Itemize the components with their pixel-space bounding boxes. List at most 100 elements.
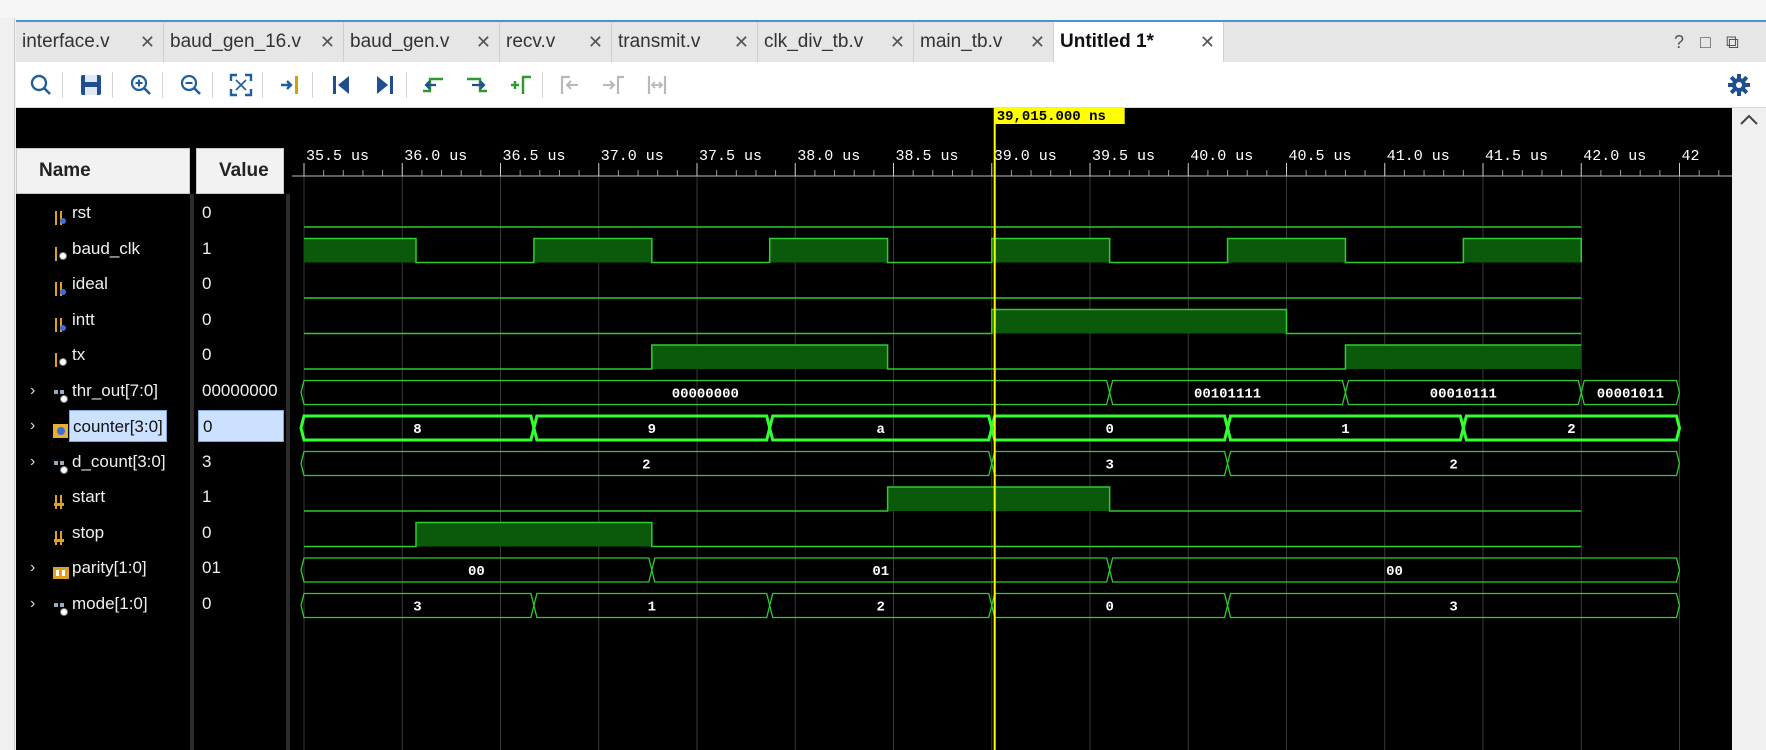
close-icon[interactable]: ✕ xyxy=(733,32,749,52)
signal-name[interactable]: counter[3:0] xyxy=(69,410,167,442)
time-tick-label: 37.5 us xyxy=(699,148,762,165)
next-marker-icon[interactable] xyxy=(600,72,626,98)
detach-icon[interactable]: ⧉ xyxy=(1726,32,1739,52)
bus-value-label: 8 xyxy=(413,422,421,438)
save-icon[interactable] xyxy=(78,72,104,98)
time-tick-label: 38.0 us xyxy=(797,148,860,165)
value-column-header[interactable]: Value xyxy=(196,148,284,194)
signal-name[interactable]: thr_out[7:0] xyxy=(72,380,159,400)
zoom-in-icon[interactable] xyxy=(128,72,154,98)
bit-waveform xyxy=(304,521,1582,548)
tab-baud-gen-16[interactable]: baud_gen_16.v ✕ xyxy=(164,22,344,62)
toolbar-separator xyxy=(162,72,163,98)
bus-value-label: 2 xyxy=(1567,422,1575,438)
bit-high-fill xyxy=(887,487,1110,511)
bus-output-icon xyxy=(52,596,70,628)
bus-value-label: 00001011 xyxy=(1597,387,1664,403)
expand-chevron-icon[interactable]: › xyxy=(30,594,36,612)
signal-value: 1 xyxy=(202,238,212,258)
go-to-time-0-icon[interactable] xyxy=(328,72,354,98)
tab-interface[interactable]: interface.v ✕ xyxy=(16,22,164,62)
tab-clk-div-tb[interactable]: clk_div_tb.v ✕ xyxy=(758,22,914,62)
swap-cursors-icon[interactable] xyxy=(644,72,670,98)
close-icon[interactable]: ✕ xyxy=(889,32,905,52)
bit-high-fill xyxy=(304,238,417,263)
toolbar-separator xyxy=(262,72,263,98)
expand-chevron-icon[interactable]: › xyxy=(30,381,36,399)
toolbar-separator xyxy=(212,72,213,98)
time-tick-label: 41.5 us xyxy=(1485,148,1548,165)
signal-name[interactable]: parity[1:0] xyxy=(72,558,147,577)
go-to-last-time-icon[interactable] xyxy=(372,72,398,98)
expand-chevron-icon[interactable]: › xyxy=(30,452,36,470)
signal-name[interactable]: d_count[3:0] xyxy=(72,451,166,471)
restore-icon[interactable]: □ xyxy=(1700,32,1711,52)
signal-name[interactable]: tx xyxy=(72,345,86,364)
signal-value: 0 xyxy=(202,593,212,613)
tab-main-tb[interactable]: main_tb.v ✕ xyxy=(914,22,1054,62)
expand-chevron-icon[interactable]: › xyxy=(30,559,36,576)
vertical-scrollbar[interactable] xyxy=(1732,108,1766,750)
tab-label: Untitled 1* xyxy=(1060,31,1154,52)
close-icon[interactable]: ✕ xyxy=(1199,32,1215,52)
signal-name[interactable]: ideal xyxy=(72,274,108,293)
tab-baud-gen[interactable]: baud_gen.v ✕ xyxy=(344,22,500,62)
signal-name[interactable]: stop xyxy=(72,522,105,542)
signal-name[interactable]: baud_clk xyxy=(72,238,141,258)
bus-output-icon xyxy=(52,383,70,415)
help-icon[interactable]: ? xyxy=(1674,32,1685,52)
time-tick-label: 39.5 us xyxy=(1092,148,1155,165)
signal-name[interactable]: rst xyxy=(72,203,91,222)
close-icon[interactable]: ✕ xyxy=(1029,32,1045,52)
scroll-up-icon[interactable] xyxy=(1732,108,1766,132)
settings-gear-icon[interactable] xyxy=(1726,72,1752,98)
cursor-time-badge xyxy=(994,108,1125,124)
search-icon[interactable] xyxy=(28,72,54,98)
close-icon[interactable]: ✕ xyxy=(319,32,335,52)
next-transition-icon[interactable] xyxy=(464,72,490,98)
time-tick-label: 40.0 us xyxy=(1190,148,1253,165)
close-icon[interactable]: ✕ xyxy=(139,32,155,52)
tab-untitled-1[interactable]: Untitled 1* ✕ xyxy=(1054,22,1224,62)
bit-waveform xyxy=(304,237,1582,264)
bit-waveform xyxy=(304,308,1582,335)
signal-name[interactable]: intt xyxy=(72,309,95,329)
bit-high-fill xyxy=(651,345,888,369)
bus-output-icon xyxy=(52,454,70,486)
bus-value-label: 0 xyxy=(1105,600,1113,616)
go-to-cursor-icon[interactable] xyxy=(278,72,304,98)
column-splitter[interactable] xyxy=(286,194,290,750)
zoom-fit-icon[interactable] xyxy=(228,72,254,98)
time-tick-label: 39.0 us xyxy=(994,148,1057,165)
bus-value-label: 00 xyxy=(468,564,485,580)
tab-label: recv.v xyxy=(506,31,556,52)
previous-transition-icon[interactable] xyxy=(420,72,446,98)
close-icon[interactable]: ✕ xyxy=(475,32,491,52)
bit-internal-icon xyxy=(52,489,68,521)
signal-name[interactable]: start xyxy=(72,487,106,506)
bus-value-label: 00000000 xyxy=(672,387,739,403)
bus-value-label: 1 xyxy=(648,600,656,616)
column-splitter[interactable] xyxy=(190,194,194,750)
signal-value: 0 xyxy=(198,410,284,442)
bus-value-label: 2 xyxy=(877,600,885,616)
signal-name[interactable]: mode[1:0] xyxy=(72,593,148,613)
close-icon[interactable]: ✕ xyxy=(587,32,603,52)
bus-segment xyxy=(1226,592,1681,619)
expand-chevron-icon[interactable]: › xyxy=(30,417,36,434)
zoom-out-icon[interactable] xyxy=(178,72,204,98)
bit-high-fill xyxy=(1345,345,1582,369)
waveform-canvas[interactable]: 35.5 us 36.0 us 36.5 us 37.0 us 37.5 us 38.0 … xyxy=(292,108,1732,750)
time-tick-label: 42.0 us xyxy=(1583,148,1646,165)
editor-tab-bar: interface.v ✕ baud_gen_16.v ✕ baud_gen.v ✕ … xyxy=(16,20,1766,62)
previous-marker-icon[interactable] xyxy=(556,72,582,98)
bus-value-label: 9 xyxy=(648,422,656,438)
toolbar-separator xyxy=(312,72,313,98)
tab-label: interface.v xyxy=(22,31,110,52)
add-marker-icon[interactable] xyxy=(508,72,534,98)
name-column-header[interactable]: Name xyxy=(16,148,190,194)
bit-input-icon xyxy=(52,205,68,237)
tab-transmit[interactable]: transmit.v ✕ xyxy=(612,22,758,62)
tab-recv[interactable]: recv.v ✕ xyxy=(500,22,612,62)
toolbar-separator xyxy=(406,72,407,98)
